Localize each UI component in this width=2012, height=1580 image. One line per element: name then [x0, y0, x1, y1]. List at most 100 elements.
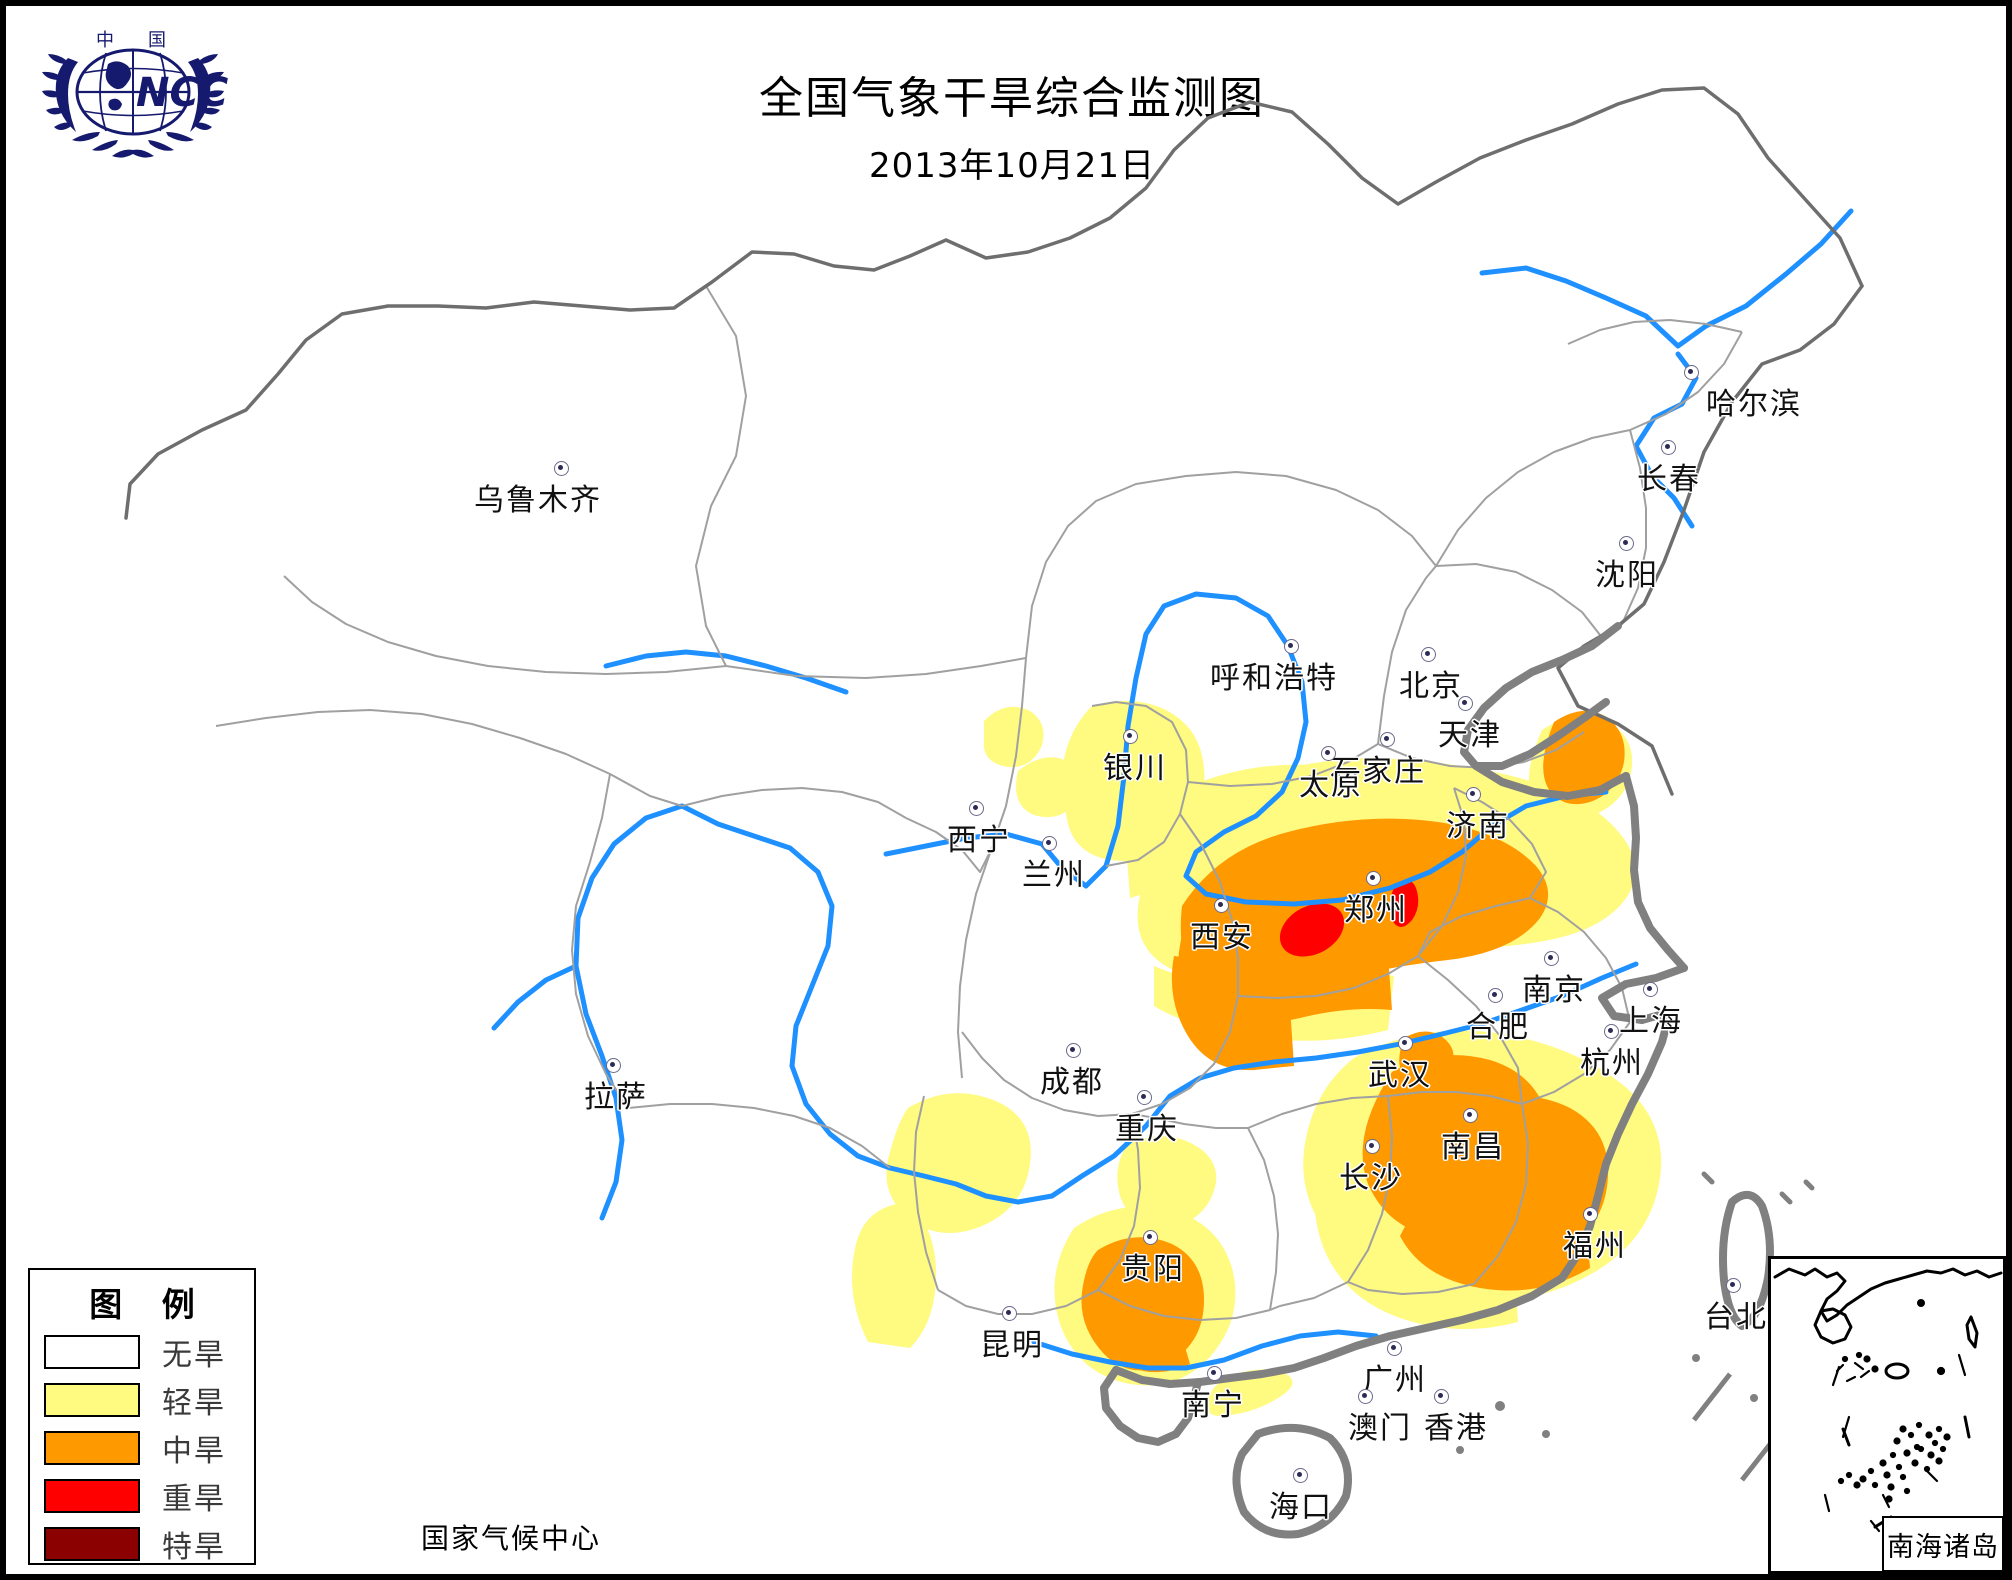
offshore-islands	[1456, 1354, 1758, 1454]
city-marker-icon	[1137, 1090, 1152, 1105]
city-marker-icon	[1421, 647, 1436, 662]
legend-title: 图 例	[89, 1285, 209, 1324]
city-name: 太原	[1299, 768, 1363, 803]
drought-severe-areas	[1279, 879, 1419, 957]
legend-swatch	[44, 1335, 140, 1369]
city-marker-icon	[1604, 1024, 1619, 1039]
city-marker-icon	[1488, 988, 1503, 1003]
legend-row: 无旱	[44, 1330, 254, 1374]
page-title: 全国气象干旱综合监测图	[759, 73, 1265, 124]
city-name: 澳门	[1348, 1411, 1412, 1446]
city-marker-icon	[1207, 1366, 1222, 1381]
city-marker-icon	[1661, 440, 1676, 455]
logo-char-guo: 国	[148, 30, 166, 51]
city-marker-icon	[1321, 746, 1336, 761]
city-name: 昆明	[980, 1328, 1044, 1363]
coastline-layer	[1100, 622, 1815, 1539]
national-border-layer	[124, 86, 1864, 796]
city-name: 上海	[1619, 1004, 1683, 1039]
city-marker-icon	[1123, 729, 1138, 744]
city-marker-icon	[1434, 1389, 1449, 1404]
city-marker-icon	[1643, 982, 1658, 997]
city-name: 银川	[1103, 751, 1167, 786]
china-drought-map: 乌鲁木齐 哈尔滨长春沈阳呼和浩特 北京天津 石家庄 太原济南 银川西宁 兰州西安 郑州南京 合肥…	[6, 6, 2006, 1574]
city-name: 贵阳	[1121, 1252, 1185, 1287]
legend-swatch	[44, 1479, 140, 1513]
city-marker-icon	[1380, 732, 1395, 747]
city-name: 西安	[1190, 920, 1254, 955]
legend-label: 无旱	[162, 1338, 226, 1373]
diagonal-break-marks	[1692, 1372, 1780, 1482]
city-marker-icon	[1466, 787, 1481, 802]
city-marker-icon	[1463, 1108, 1478, 1123]
city-name: 南宁	[1181, 1388, 1245, 1423]
city-name: 石家庄	[1330, 754, 1426, 789]
city-name: 兰州	[1022, 858, 1086, 893]
city-name: 济南	[1446, 809, 1510, 844]
city-name: 重庆	[1115, 1112, 1179, 1147]
legend-swatch	[44, 1431, 140, 1465]
city-name: 呼和浩特	[1210, 661, 1338, 696]
legend-swatch	[44, 1527, 140, 1561]
drought-moderate-areas	[1081, 710, 1625, 1373]
legend-label: 特旱	[162, 1530, 226, 1565]
city-name: 拉萨	[584, 1080, 648, 1115]
city-name: 南昌	[1441, 1130, 1505, 1165]
city-marker-icon	[1143, 1230, 1158, 1245]
city-name: 郑州	[1344, 893, 1408, 928]
rivers-layer	[491, 208, 1854, 1371]
city-name: 海口	[1269, 1490, 1333, 1525]
city-name: 西宁	[947, 823, 1011, 858]
city-marker-icon	[1042, 836, 1057, 851]
city-marker-icon	[1066, 1043, 1081, 1058]
city-name: 成都	[1040, 1065, 1104, 1100]
city-name: 杭州	[1580, 1046, 1644, 1081]
city-name: 哈尔滨	[1706, 387, 1802, 422]
city-name: 乌鲁木齐	[474, 483, 602, 518]
city-marker-icon	[1366, 871, 1381, 886]
city-name: 武汉	[1368, 1058, 1432, 1093]
city-marker-icon	[1726, 1278, 1741, 1293]
city-marker-icon	[1583, 1207, 1598, 1222]
city-name: 沈阳	[1595, 558, 1659, 593]
svg-text:NCC: NCC	[136, 70, 228, 116]
city-name: 广州	[1363, 1363, 1427, 1398]
city-name: 福州	[1563, 1229, 1627, 1264]
city-name: 台北	[1704, 1300, 1768, 1335]
attribution-text: 国家气候中心	[421, 1522, 602, 1555]
legend-row: 轻旱	[44, 1378, 254, 1422]
legend-label: 中旱	[162, 1434, 226, 1469]
city-marker-icon	[969, 801, 984, 816]
inset-label: 南海诸岛	[1882, 1516, 2003, 1571]
city-name: 南京	[1522, 973, 1586, 1008]
legend-row: 重旱	[44, 1474, 254, 1518]
city-marker-icon	[1284, 639, 1299, 654]
city-name: 北京	[1399, 669, 1463, 704]
city-marker-icon	[1214, 898, 1229, 913]
ncc-logo: NCC 中 国	[38, 20, 228, 160]
city-name: 天津	[1438, 718, 1502, 753]
city-name: 长春	[1637, 462, 1701, 497]
city-marker-icon	[606, 1058, 621, 1073]
city-name: 香港	[1424, 1411, 1488, 1446]
legend-rows: 无旱轻旱中旱重旱特旱	[30, 1330, 254, 1566]
city-marker-icon	[1544, 951, 1559, 966]
city-name: 长沙	[1339, 1161, 1403, 1196]
city-marker-icon	[1358, 1389, 1373, 1404]
logo-char-zhong: 中	[96, 30, 114, 51]
city-marker-icon	[1458, 696, 1473, 711]
city-marker-icon	[1002, 1306, 1017, 1321]
legend-row: 中旱	[44, 1426, 254, 1470]
city-marker-icon	[1684, 365, 1699, 380]
city-marker-icon	[1387, 1341, 1402, 1356]
legend-label: 轻旱	[162, 1386, 226, 1421]
city-marker-icon	[1619, 536, 1634, 551]
city-marker-icon	[1365, 1139, 1380, 1154]
city-marker-icon	[1293, 1468, 1308, 1483]
south-china-sea-inset: 南海诸岛	[1768, 1256, 2006, 1574]
city-marker-icon	[1398, 1036, 1413, 1051]
city-name: 合肥	[1466, 1010, 1530, 1045]
legend-box: 图 例 无旱轻旱中旱重旱特旱	[28, 1268, 256, 1565]
legend-swatch	[44, 1383, 140, 1417]
